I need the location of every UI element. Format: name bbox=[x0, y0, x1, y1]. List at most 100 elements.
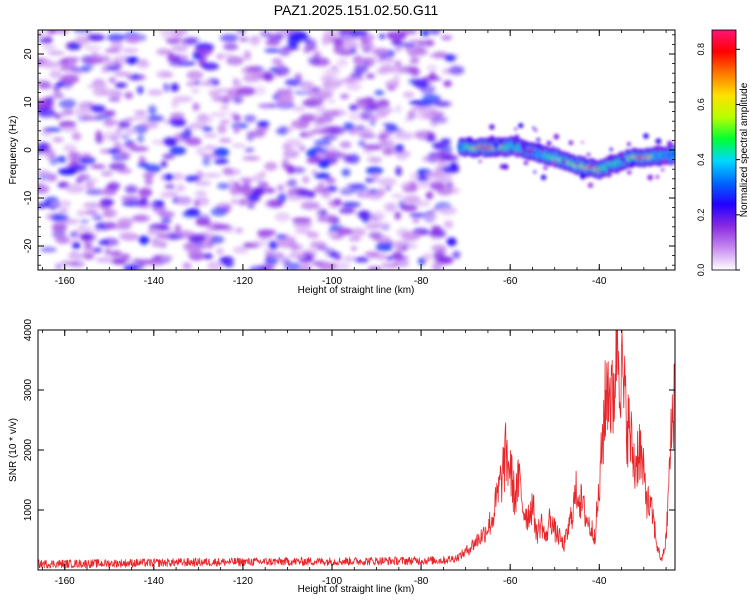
spectrogram-xlabel: Height of straight line (km) bbox=[298, 285, 415, 296]
noise-blob bbox=[231, 122, 249, 129]
signal-speckle bbox=[656, 161, 660, 165]
noise-blob bbox=[160, 255, 174, 261]
noise-blob bbox=[299, 80, 315, 90]
signal-speckle bbox=[667, 140, 673, 147]
noise-blob bbox=[424, 39, 435, 47]
noise-blob bbox=[314, 172, 331, 179]
noise-blob bbox=[242, 156, 261, 161]
noise-blob bbox=[52, 83, 61, 93]
noise-blob bbox=[58, 208, 69, 214]
noise-blob bbox=[375, 243, 393, 252]
noise-blob bbox=[62, 144, 77, 152]
colorbar-label: Normalized spectral amplitude bbox=[739, 82, 750, 217]
noise-blob bbox=[395, 104, 402, 114]
noise-blob bbox=[220, 105, 230, 111]
noise-blob bbox=[75, 157, 90, 162]
noise-blob bbox=[107, 181, 121, 191]
noise-blob bbox=[203, 253, 213, 260]
noise-blob bbox=[244, 147, 255, 153]
noise-blob bbox=[176, 184, 186, 192]
noise-blob bbox=[372, 222, 392, 227]
noise-blob bbox=[213, 147, 230, 157]
noise-blob bbox=[116, 168, 132, 174]
noise-blob bbox=[170, 234, 185, 240]
noise-blob bbox=[182, 262, 192, 270]
noise-blob bbox=[133, 115, 149, 121]
noise-blob bbox=[186, 81, 196, 87]
noise-blob bbox=[132, 214, 151, 223]
noise-blob bbox=[116, 148, 127, 156]
noise-blob bbox=[79, 219, 90, 224]
noise-blob bbox=[409, 58, 420, 64]
noise-blob bbox=[409, 213, 428, 218]
noise-blob bbox=[38, 202, 47, 209]
noise-blob bbox=[379, 64, 394, 74]
snr-frame bbox=[37, 329, 676, 571]
signal-speckle bbox=[540, 148, 545, 153]
noise-blob bbox=[290, 123, 299, 129]
colorbar-tick-label: 0.8 bbox=[696, 43, 706, 56]
signal-speckle bbox=[652, 147, 656, 151]
noise-blob bbox=[212, 224, 232, 230]
noise-blob bbox=[277, 192, 288, 203]
noise-blob bbox=[317, 262, 338, 270]
noise-blob bbox=[293, 221, 313, 229]
noise-blob bbox=[232, 80, 242, 87]
noise-blob bbox=[362, 144, 383, 151]
noise-blob bbox=[80, 102, 87, 113]
noise-blob bbox=[124, 144, 138, 149]
signal-speckle bbox=[558, 151, 561, 154]
noise-blob bbox=[185, 208, 200, 216]
signal-speckle bbox=[587, 182, 594, 188]
noise-blob bbox=[382, 146, 394, 156]
noise-blob bbox=[288, 32, 309, 41]
signal-speckle bbox=[533, 151, 537, 155]
noise-blob bbox=[406, 243, 418, 249]
noise-blob bbox=[443, 80, 452, 87]
noise-blob bbox=[411, 105, 425, 112]
noise-blob bbox=[354, 257, 370, 263]
noise-blob bbox=[271, 58, 283, 65]
signal-speckle bbox=[514, 127, 518, 131]
noise-blob bbox=[338, 207, 356, 214]
noise-blob bbox=[186, 250, 205, 257]
noise-blob bbox=[121, 199, 142, 207]
noise-blob bbox=[172, 95, 193, 103]
noise-blob bbox=[194, 196, 210, 207]
noise-blob bbox=[426, 135, 436, 142]
noise-blob bbox=[203, 133, 218, 138]
spectrogram-y-axis: -20 -10 0 10 20 bbox=[23, 34, 675, 266]
noise-blob bbox=[382, 122, 392, 127]
noise-blob bbox=[377, 188, 386, 196]
noise-blob bbox=[42, 45, 57, 50]
noise-blob bbox=[438, 206, 458, 216]
noise-blob bbox=[230, 199, 240, 205]
noise-blob bbox=[430, 181, 446, 191]
noise-blob bbox=[287, 179, 298, 187]
signal-speckle bbox=[553, 133, 560, 140]
noise-blob bbox=[385, 125, 399, 134]
noise-blob bbox=[111, 258, 127, 265]
signal-speckle bbox=[627, 142, 631, 147]
noise-blob bbox=[142, 173, 155, 178]
spectrogram-ylabel: Frequency (Hz) bbox=[8, 116, 19, 185]
noise-blob bbox=[386, 256, 393, 261]
noise-blob bbox=[371, 172, 380, 182]
noise-blob bbox=[108, 97, 121, 102]
noise-blob bbox=[215, 247, 224, 256]
noise-blob bbox=[218, 138, 232, 143]
signal-speckle bbox=[609, 147, 613, 152]
x-tick-label: -120 bbox=[233, 276, 253, 287]
noise-blob bbox=[316, 246, 329, 251]
noise-blob bbox=[209, 112, 228, 117]
noise-blob bbox=[201, 62, 220, 71]
noise-blob bbox=[377, 134, 388, 140]
noise-blob bbox=[264, 199, 280, 208]
x-tick-label: -160 bbox=[55, 276, 75, 287]
noise-blob bbox=[51, 222, 68, 233]
noise-blob bbox=[145, 115, 165, 122]
noise-blob bbox=[431, 261, 443, 270]
noise-blob bbox=[147, 89, 164, 96]
signal-speckle bbox=[532, 126, 535, 130]
noise-blob bbox=[157, 30, 178, 34]
